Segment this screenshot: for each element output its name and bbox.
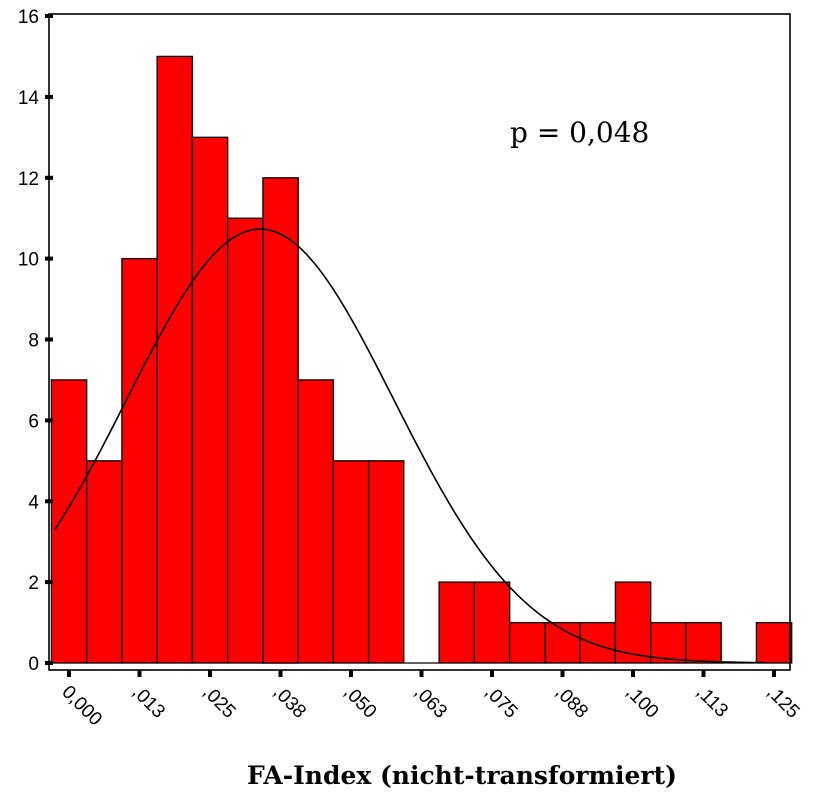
x-tick-mark (490, 670, 494, 677)
x-tick-mark (701, 670, 706, 677)
x-tick-label: ,013 (128, 682, 169, 723)
y-tick-label: 16 (18, 7, 39, 28)
x-tick-label: 0,000 (57, 682, 105, 730)
x-tick-label: ,088 (551, 682, 592, 723)
y-tick-mark (45, 580, 53, 585)
x-tick-mark (772, 670, 776, 677)
y-tick-mark (45, 337, 53, 342)
histogram-bar (332, 460, 370, 664)
x-tick-label: ,125 (762, 682, 803, 723)
normal-curve (54, 228, 766, 664)
x-tick-label: ,113 (692, 682, 732, 722)
y-tick-mark (45, 499, 53, 504)
x-axis-label: FA-Index (nicht-transformiert) (247, 761, 677, 790)
y-tick-mark (45, 256, 53, 261)
y-tick-label: 4 (28, 492, 39, 513)
x-tick-label: ,075 (480, 682, 521, 723)
p-value-annotation: p = 0,048 (510, 116, 649, 149)
histogram-bar (579, 621, 617, 664)
y-tick-mark (45, 94, 53, 99)
x-tick-label: ,050 (339, 682, 380, 723)
histogram-bar (508, 621, 546, 664)
histogram-bar (85, 460, 123, 664)
x-tick-mark (278, 670, 283, 677)
y-tick-label: 6 (28, 411, 39, 432)
y-tick-mark (45, 14, 53, 18)
x-tick-mark (137, 670, 142, 677)
histogram-bar (438, 581, 476, 664)
y-tick-mark (45, 175, 53, 180)
x-tick-label: ,038 (269, 682, 310, 723)
y-tick-label: 12 (18, 169, 39, 190)
y-tick-label: 10 (18, 250, 39, 271)
y-tick-mark (45, 418, 53, 423)
histogram-bar (226, 217, 264, 664)
x-tick-mark (631, 670, 635, 677)
x-tick-mark (419, 670, 424, 677)
histogram-bar (50, 379, 88, 664)
y-tick-label: 8 (28, 331, 39, 352)
histogram-bar (755, 621, 793, 664)
y-tick-mark (45, 661, 53, 665)
histogram-bar (262, 177, 299, 664)
histogram-bar (121, 257, 158, 664)
y-tick-label: 2 (28, 573, 39, 594)
histogram-bar (685, 621, 722, 664)
histogram-bar (649, 621, 687, 664)
x-tick-mark (67, 670, 71, 677)
histogram-bar (473, 581, 511, 664)
x-tick-label: ,100 (621, 682, 662, 723)
x-tick-label: ,063 (410, 682, 451, 723)
histogram-bar (156, 55, 194, 664)
x-tick-label: ,025 (198, 682, 239, 723)
y-tick-label: 14 (18, 88, 40, 109)
histogram-bar (191, 136, 229, 664)
y-axis: 0 2 4 6 8 10 12 14 16 (18, 7, 53, 675)
x-tick-mark (208, 670, 212, 677)
x-tick-mark (349, 670, 353, 677)
x-tick-mark (560, 670, 565, 677)
y-tick-label: 0 (28, 654, 39, 675)
histogram-bars (50, 55, 793, 664)
x-axis: 0,000 ,013 ,025 ,038 ,050 ,063 ,075 ,088 ,100 ,11… (57, 670, 803, 730)
histogram-bar (367, 460, 405, 664)
histogram-bar (297, 379, 335, 664)
histogram-bar (614, 581, 652, 664)
